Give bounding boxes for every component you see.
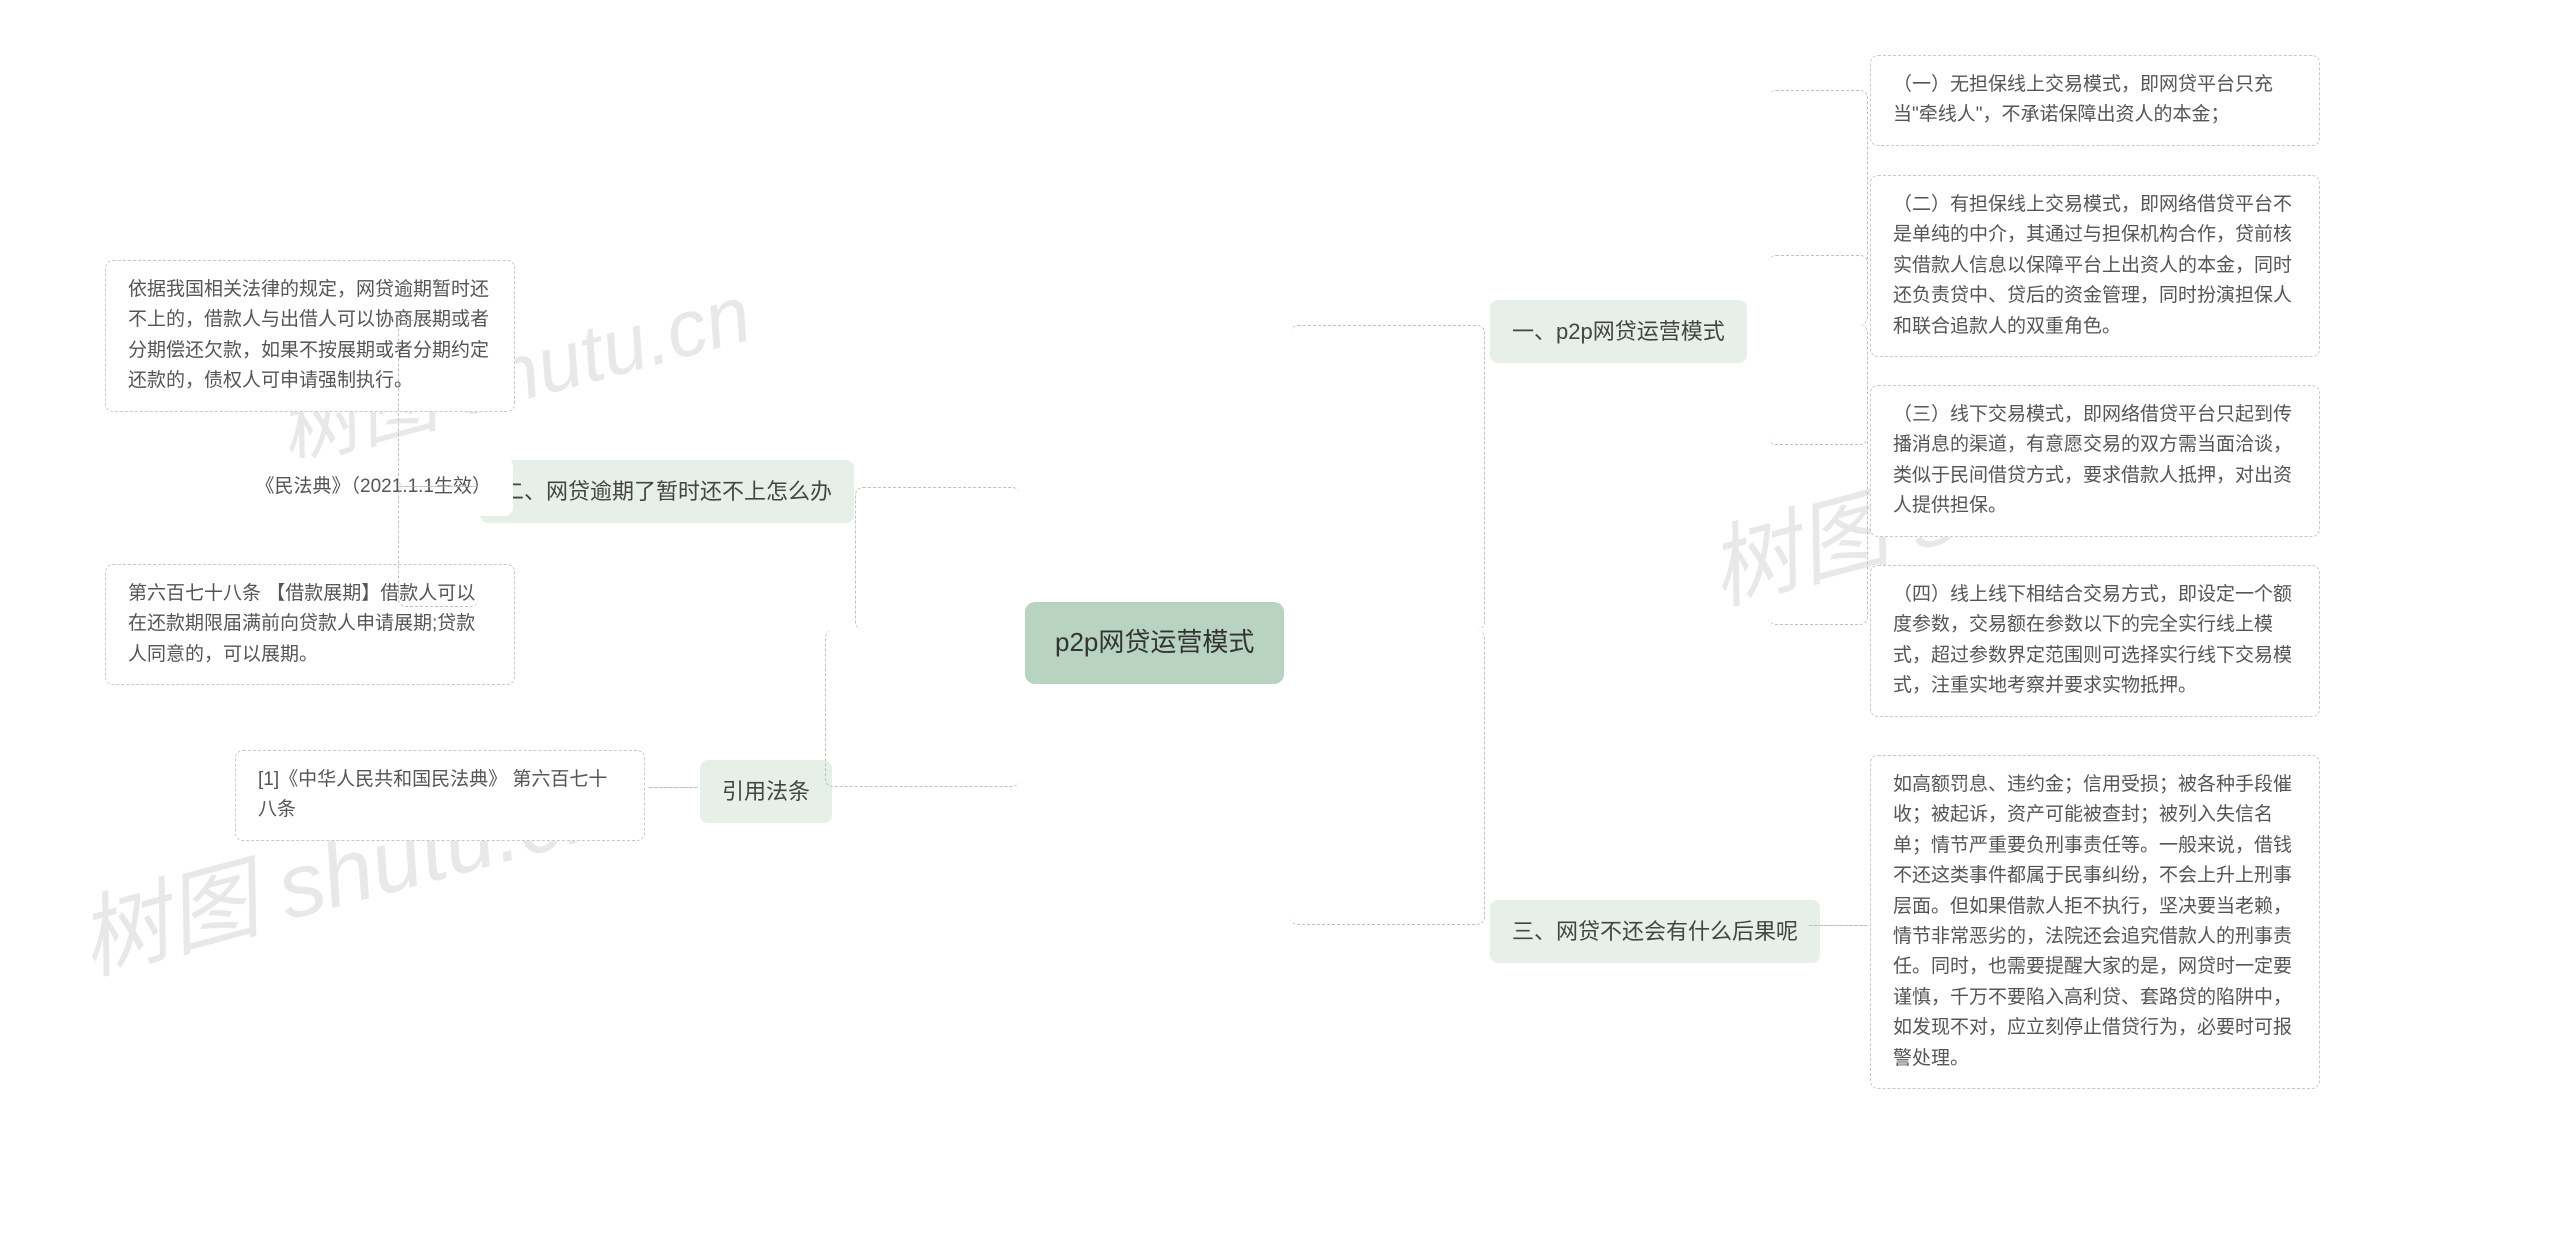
branch-right-1: 一、p2p网贷运营模式 bbox=[1490, 300, 1747, 363]
branch-right-2: 三、网贷不还会有什么后果呢 bbox=[1490, 900, 1820, 963]
connector bbox=[398, 320, 478, 487]
connector bbox=[825, 630, 1020, 787]
connector bbox=[398, 487, 478, 607]
leaf-r2-0: 如高额罚息、违约金；信用受损；被各种手段催收；被起诉，资产可能被查封；被列入失信… bbox=[1870, 755, 2320, 1089]
connector bbox=[1808, 925, 1868, 926]
leaf-r1-0: （一）无担保线上交易模式，即网贷平台只充当"牵线人"，不承诺保障出资人的本金； bbox=[1870, 55, 2320, 146]
connector bbox=[648, 787, 698, 788]
connector bbox=[1768, 325, 1868, 625]
leaf-r1-3: （四）线上线下相结合交易方式，即设定一个额度参数，交易额在参数以下的完全实行线上… bbox=[1870, 565, 2320, 717]
root-node: p2p网贷运营模式 bbox=[1025, 602, 1284, 684]
mindmap-container: p2p网贷运营模式 一、p2p网贷运营模式 （一）无担保线上交易模式，即网贷平台… bbox=[0, 0, 2560, 1243]
leaf-l2-0: [1]《中华人民共和国民法典》 第六百七十八条 bbox=[235, 750, 645, 841]
connector bbox=[1290, 630, 1485, 925]
leaf-r1-1: （二）有担保线上交易模式，即网络借贷平台不是单纯的中介，其通过与担保机构合作，贷… bbox=[1870, 175, 2320, 357]
leaf-r1-2: （三）线下交易模式，即网络借贷平台只起到传播消息的渠道，有意愿交易的双方需当面洽… bbox=[1870, 385, 2320, 537]
connector bbox=[1768, 255, 1868, 325]
connector bbox=[1290, 325, 1485, 630]
connector bbox=[855, 487, 1020, 630]
branch-left-2: 引用法条 bbox=[700, 760, 832, 823]
branch-left-1: 二、网贷逾期了暂时还不上怎么办 bbox=[480, 460, 854, 523]
